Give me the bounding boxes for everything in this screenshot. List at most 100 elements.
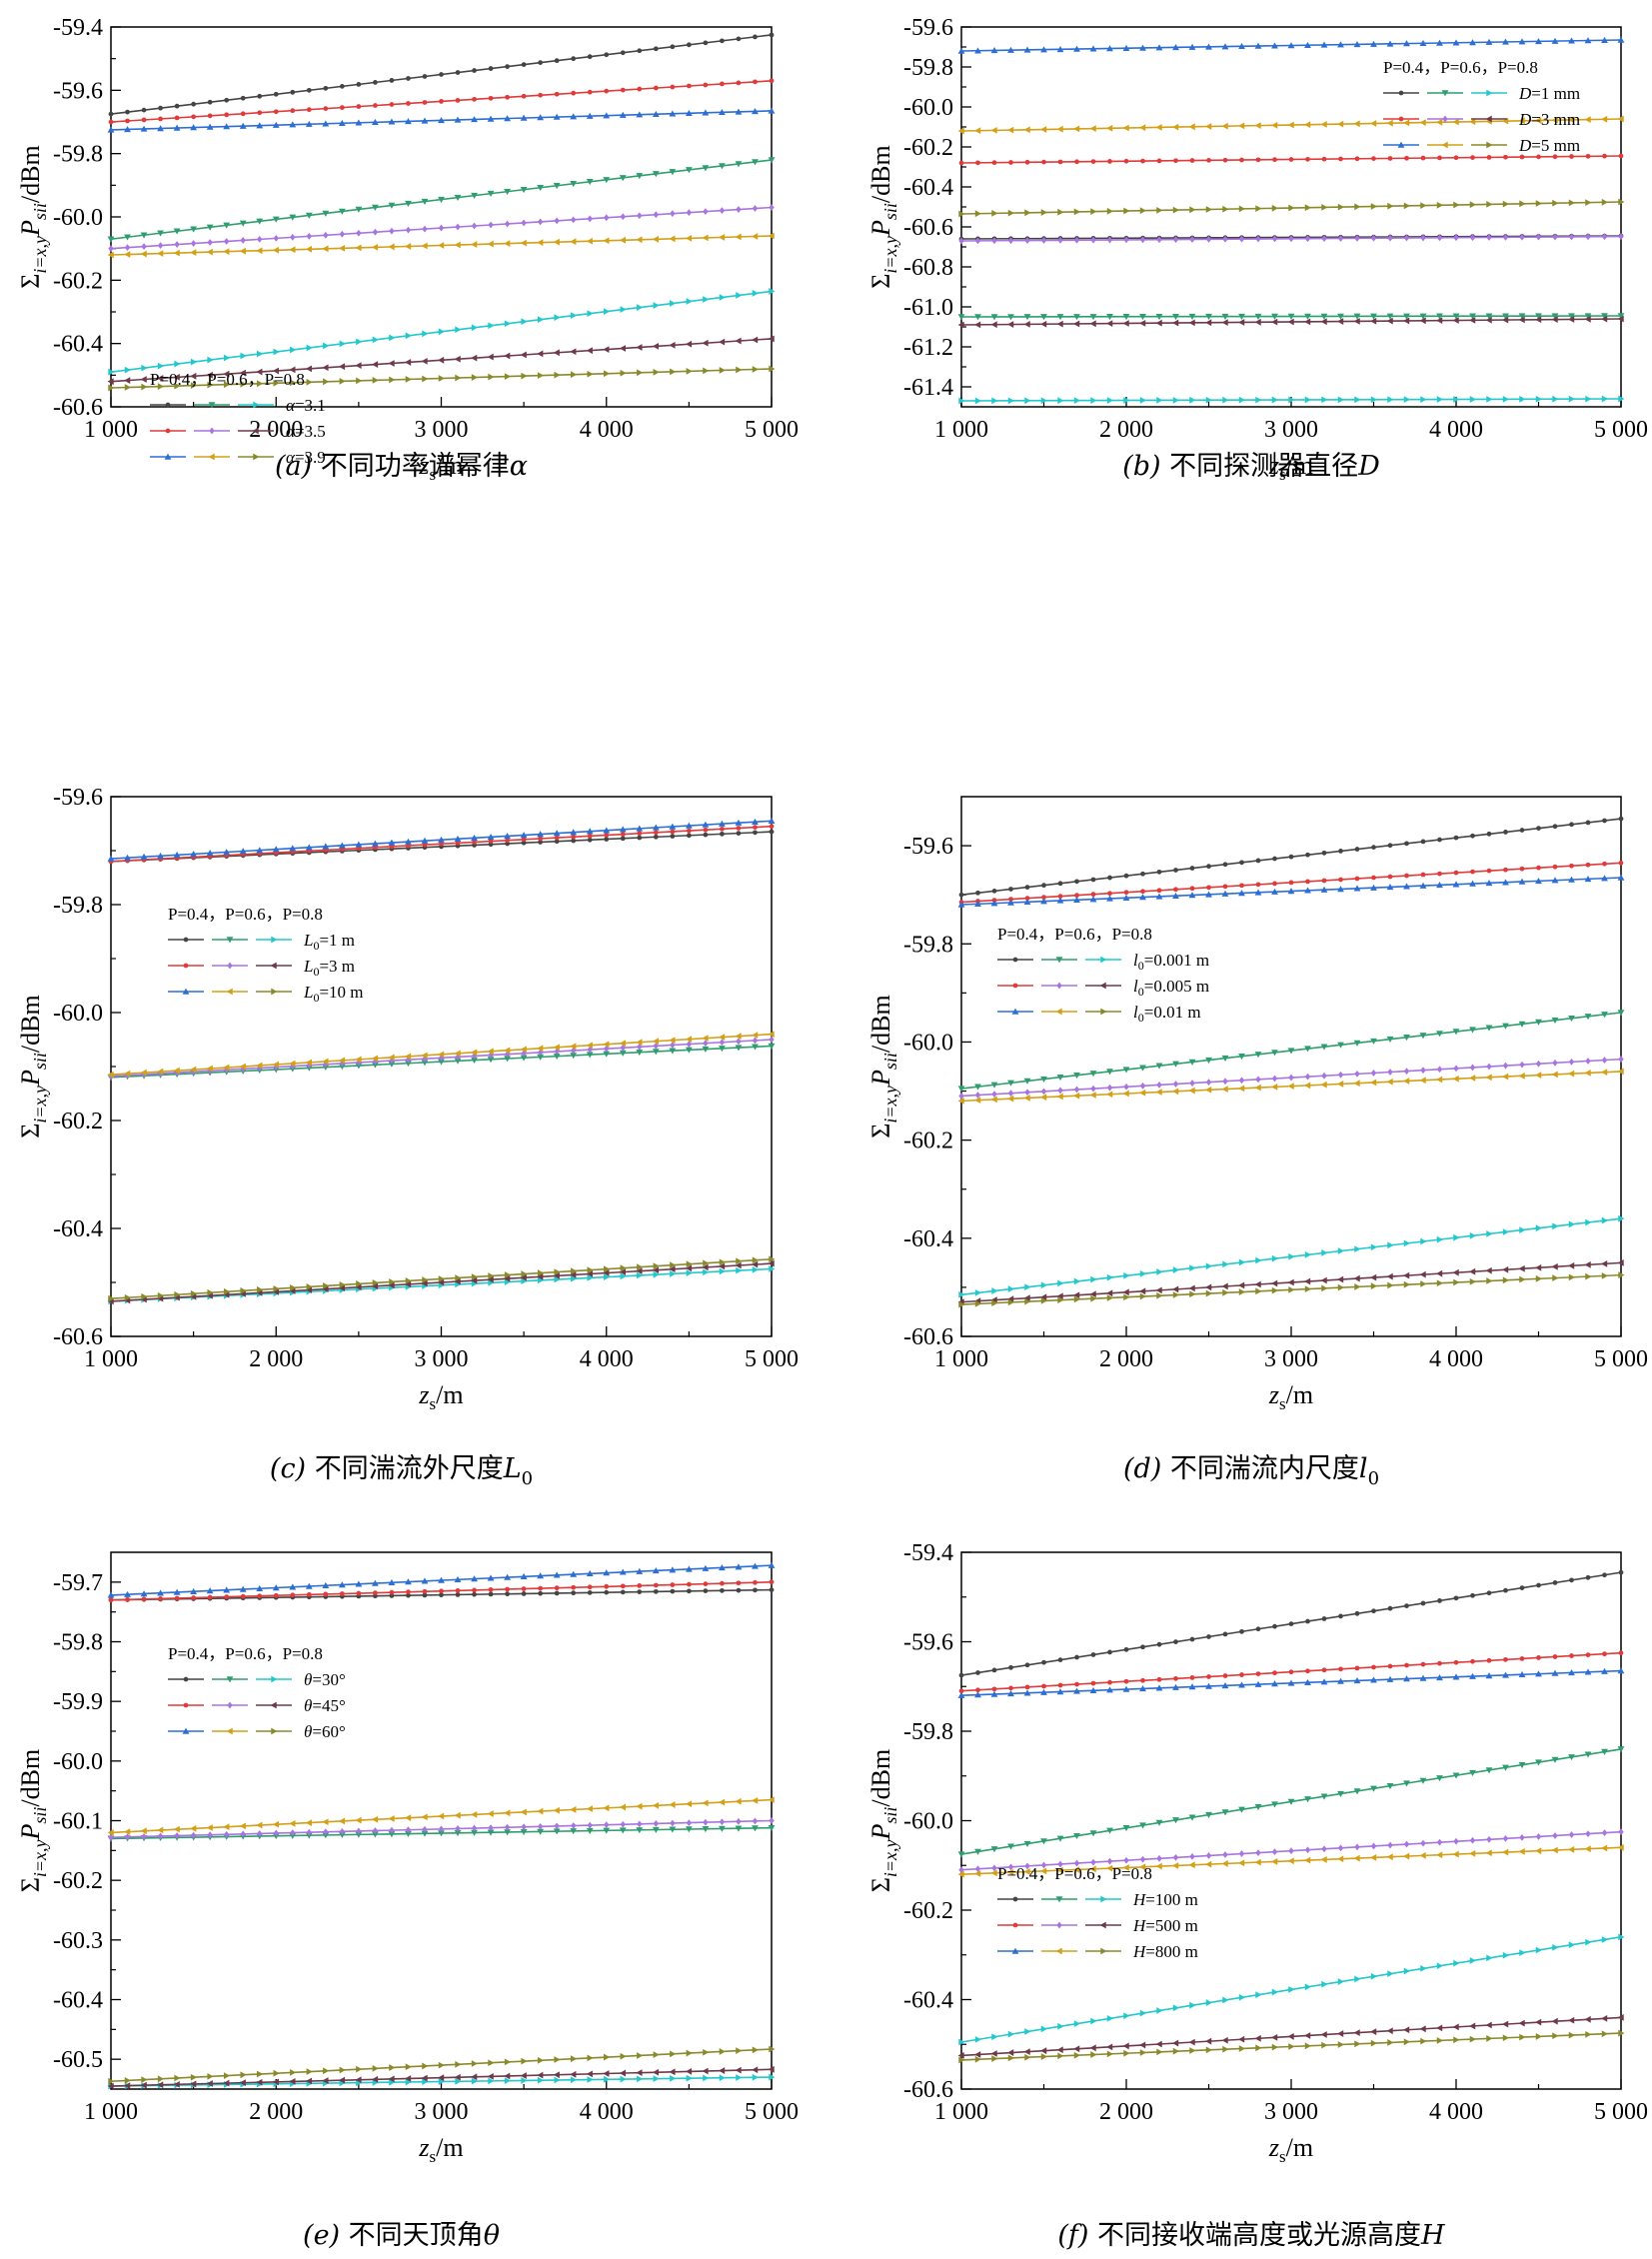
data-point bbox=[1041, 1659, 1046, 1665]
data-point bbox=[338, 2076, 346, 2084]
data-point bbox=[1073, 45, 1080, 52]
data-point bbox=[1122, 1067, 1130, 1074]
data-point bbox=[1436, 1031, 1443, 1038]
data-point bbox=[735, 2066, 742, 2074]
data-point bbox=[372, 1279, 379, 1286]
data-point bbox=[1156, 2007, 1163, 2014]
data-point bbox=[487, 240, 494, 248]
data-point bbox=[1024, 1297, 1031, 1305]
data-point bbox=[1486, 868, 1492, 874]
data-point bbox=[1452, 1850, 1459, 1858]
data-point bbox=[1255, 1991, 1262, 1999]
data-point bbox=[421, 1279, 428, 1287]
data-point bbox=[272, 1061, 279, 1069]
data-point bbox=[1371, 1664, 1376, 1670]
data-point bbox=[305, 1059, 313, 1067]
series-line-r2c1 bbox=[107, 232, 775, 259]
y-tick-label: -59.9 bbox=[53, 1689, 103, 1715]
data-point bbox=[256, 247, 263, 255]
data-point bbox=[438, 1278, 445, 1286]
data-point bbox=[487, 2073, 494, 2080]
data-point bbox=[719, 1034, 726, 1042]
data-point bbox=[1139, 207, 1146, 215]
data-point bbox=[719, 1039, 726, 1047]
y-tick-label: -59.8 bbox=[53, 142, 103, 168]
data-point bbox=[289, 366, 296, 374]
data-point bbox=[686, 2049, 693, 2057]
data-point bbox=[107, 378, 114, 386]
series-line-r1c0 bbox=[958, 153, 1624, 166]
data-point bbox=[1470, 1658, 1475, 1664]
data-point bbox=[1205, 2037, 1212, 2045]
data-point bbox=[1007, 1863, 1014, 1871]
data-point bbox=[256, 218, 264, 225]
data-point bbox=[157, 1826, 164, 1834]
data-point bbox=[1617, 1258, 1624, 1266]
series-line-r2c0 bbox=[957, 36, 1625, 54]
data-point bbox=[1222, 235, 1228, 243]
data-point bbox=[455, 98, 461, 103]
data-point bbox=[1453, 1595, 1459, 1601]
data-point bbox=[686, 1269, 693, 1276]
data-point bbox=[669, 341, 676, 349]
data-point bbox=[586, 1042, 593, 1050]
data-point bbox=[620, 1820, 626, 1828]
data-point bbox=[1123, 1293, 1130, 1301]
legend-entry-label: θ=30° bbox=[304, 1670, 346, 1689]
data-point bbox=[554, 58, 560, 64]
data-point bbox=[1040, 320, 1047, 328]
data-point bbox=[619, 2069, 626, 2077]
data-point bbox=[1552, 1059, 1558, 1067]
data-point bbox=[958, 1300, 965, 1308]
y-axis-label: Σi=x,yPsii/dBm bbox=[866, 145, 900, 288]
data-point bbox=[570, 216, 577, 224]
data-point bbox=[488, 322, 495, 330]
data-point bbox=[206, 248, 213, 256]
data-point bbox=[753, 1579, 758, 1585]
data-point bbox=[1469, 2022, 1476, 2030]
data-point bbox=[107, 251, 114, 259]
data-point bbox=[703, 1259, 710, 1267]
data-point bbox=[1602, 1651, 1607, 1657]
data-point bbox=[1387, 156, 1393, 161]
data-point bbox=[1057, 1657, 1063, 1663]
data-point bbox=[719, 234, 726, 241]
x-axis-label: zs/m bbox=[418, 1380, 463, 1413]
y-axis-label: Σi=x,yPsii/dBm bbox=[866, 995, 900, 1137]
data-point bbox=[957, 901, 965, 908]
data-point bbox=[207, 2073, 214, 2080]
data-point bbox=[1304, 1277, 1311, 1285]
data-point bbox=[990, 1846, 998, 1853]
data-point bbox=[223, 238, 230, 245]
data-point bbox=[604, 1265, 611, 1273]
data-point bbox=[570, 312, 578, 320]
data-point bbox=[1502, 1951, 1509, 1959]
data-point bbox=[1090, 877, 1096, 883]
data-point bbox=[239, 2079, 246, 2087]
data-point bbox=[1321, 396, 1328, 404]
data-point bbox=[1469, 313, 1476, 320]
data-point bbox=[1618, 1214, 1625, 1222]
data-point bbox=[1469, 1064, 1476, 1072]
data-point bbox=[1040, 2053, 1047, 2060]
data-point bbox=[1221, 1282, 1228, 1290]
data-point bbox=[1618, 395, 1625, 403]
series-line-r2c2 bbox=[958, 1271, 1625, 1308]
data-point bbox=[141, 383, 148, 391]
data-point bbox=[587, 837, 593, 843]
data-point bbox=[1601, 1748, 1608, 1755]
data-point bbox=[1436, 39, 1443, 46]
data-point bbox=[1503, 1656, 1508, 1662]
data-point bbox=[1337, 41, 1344, 48]
data-point bbox=[1089, 1865, 1096, 1873]
data-point bbox=[1485, 313, 1493, 320]
data-point bbox=[1173, 1639, 1178, 1644]
data-point bbox=[323, 378, 330, 386]
data-point bbox=[1172, 206, 1179, 214]
data-point bbox=[1370, 2028, 1377, 2036]
data-point bbox=[1519, 1833, 1525, 1841]
data-point bbox=[1155, 44, 1163, 51]
data-point bbox=[389, 227, 395, 235]
data-point bbox=[1156, 207, 1163, 214]
data-point bbox=[1502, 1276, 1509, 1284]
